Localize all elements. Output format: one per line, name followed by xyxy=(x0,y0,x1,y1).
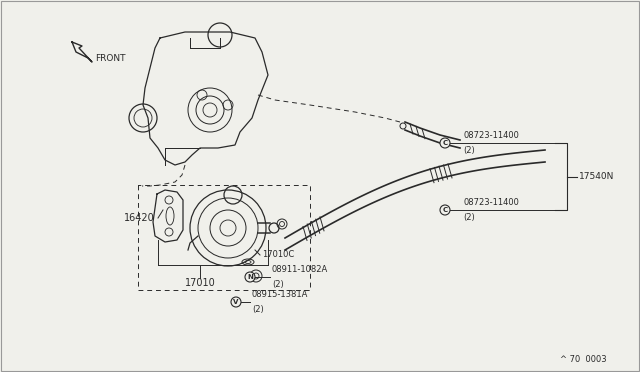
Text: 08723-11400: 08723-11400 xyxy=(463,131,519,140)
Text: V: V xyxy=(234,299,239,305)
Circle shape xyxy=(245,272,255,282)
Text: (2): (2) xyxy=(463,146,475,155)
Text: ^ 70  0003: ^ 70 0003 xyxy=(560,355,607,364)
Text: C: C xyxy=(442,140,447,146)
Text: 08915-1381A: 08915-1381A xyxy=(252,290,308,299)
Text: C: C xyxy=(442,207,447,213)
Circle shape xyxy=(231,297,241,307)
Circle shape xyxy=(440,138,450,148)
Text: 08911-1082A: 08911-1082A xyxy=(272,265,328,274)
Text: (2): (2) xyxy=(272,280,284,289)
Text: 17010C: 17010C xyxy=(262,250,294,259)
Text: N: N xyxy=(247,274,253,280)
Text: 08723-11400: 08723-11400 xyxy=(463,198,519,207)
Text: (2): (2) xyxy=(463,213,475,222)
Text: (2): (2) xyxy=(252,305,264,314)
Circle shape xyxy=(440,205,450,215)
Text: FRONT: FRONT xyxy=(95,54,125,62)
Text: 17010: 17010 xyxy=(184,278,216,288)
Text: 17540N: 17540N xyxy=(579,172,614,181)
Text: 16420: 16420 xyxy=(124,213,155,223)
